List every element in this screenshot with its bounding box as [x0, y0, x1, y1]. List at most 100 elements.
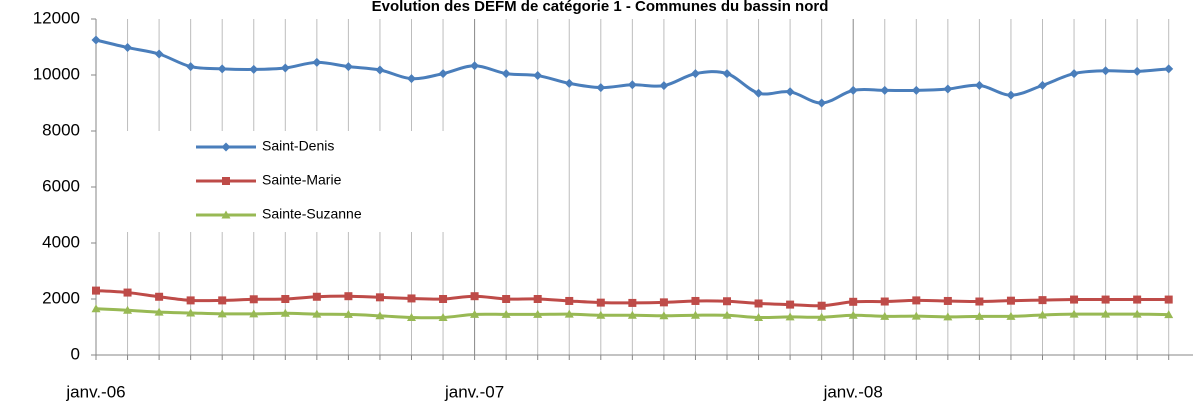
marker — [312, 292, 321, 301]
marker — [312, 309, 322, 318]
x-tick-label: janv.-07 — [444, 382, 504, 401]
y-tick-label: 8000 — [42, 120, 80, 139]
marker — [222, 177, 230, 185]
marker — [911, 311, 921, 320]
y-tick-label: 6000 — [42, 176, 80, 195]
marker — [1069, 309, 1079, 318]
marker — [1038, 296, 1047, 305]
marker — [123, 43, 133, 53]
marker — [1101, 66, 1111, 76]
marker — [470, 61, 480, 71]
marker — [817, 98, 827, 108]
marker — [470, 309, 480, 318]
marker — [785, 312, 795, 321]
marker — [343, 309, 353, 318]
marker — [817, 301, 826, 310]
marker — [659, 298, 668, 307]
marker — [754, 299, 763, 308]
marker — [533, 295, 542, 303]
marker — [280, 63, 290, 73]
marker — [312, 57, 322, 67]
marker — [92, 286, 100, 295]
marker — [281, 295, 290, 303]
marker — [596, 298, 605, 307]
marker — [880, 297, 889, 306]
marker — [911, 85, 921, 95]
marker — [501, 309, 511, 318]
marker — [375, 65, 385, 75]
marker — [186, 308, 196, 317]
marker — [754, 312, 764, 321]
marker — [659, 81, 669, 91]
marker — [723, 297, 731, 306]
marker — [533, 309, 543, 318]
marker — [154, 307, 164, 316]
marker — [123, 288, 132, 297]
marker — [407, 74, 416, 84]
marker — [407, 294, 416, 303]
marker — [344, 292, 353, 301]
marker — [154, 49, 164, 59]
marker — [596, 310, 606, 319]
marker — [533, 71, 543, 81]
marker — [722, 69, 732, 79]
marker — [249, 64, 259, 74]
legend-box — [104, 131, 470, 232]
marker — [343, 62, 353, 72]
marker — [407, 312, 416, 321]
marker — [943, 312, 953, 321]
marker — [438, 312, 448, 321]
marker — [880, 311, 890, 320]
marker — [217, 309, 227, 318]
marker — [375, 311, 385, 320]
marker — [1101, 309, 1111, 318]
x-tick-label: janv.-08 — [823, 382, 883, 401]
marker — [1164, 310, 1174, 319]
marker — [974, 311, 984, 320]
marker — [848, 310, 858, 319]
marker — [1164, 295, 1173, 304]
marker — [627, 310, 637, 319]
marker — [249, 309, 259, 318]
marker — [690, 310, 700, 319]
marker — [375, 293, 384, 302]
legend-label: Sainte-Suzanne — [262, 206, 362, 222]
marker — [849, 297, 858, 306]
y-tick-label: 2000 — [42, 288, 80, 307]
marker — [1164, 64, 1174, 74]
marker — [565, 296, 574, 305]
marker — [91, 35, 101, 45]
marker — [1069, 69, 1079, 79]
marker — [470, 292, 479, 301]
marker — [439, 295, 448, 303]
y-tick-label: 0 — [71, 344, 80, 363]
marker — [1006, 296, 1015, 305]
marker — [438, 69, 448, 79]
marker — [912, 296, 921, 305]
marker — [1070, 295, 1079, 304]
marker — [564, 309, 574, 318]
marker — [249, 295, 258, 304]
marker — [691, 296, 700, 305]
marker — [722, 310, 732, 319]
marker — [280, 308, 290, 317]
marker — [627, 80, 637, 90]
marker — [1132, 66, 1142, 76]
legend-label: Sainte-Marie — [262, 172, 342, 188]
marker — [690, 69, 700, 79]
x-tick-label: janv.-06 — [65, 382, 125, 401]
marker — [217, 64, 227, 74]
marker — [218, 296, 227, 305]
marker — [221, 142, 231, 152]
chart-title: Evolution des DEFM de catégorie 1 - Comm… — [372, 0, 829, 15]
marker — [785, 87, 795, 97]
marker — [1038, 80, 1047, 90]
marker — [943, 296, 952, 305]
marker — [155, 292, 164, 301]
legend: Saint-Denis Sainte-Marie Sainte-Suzanne — [104, 131, 470, 232]
marker — [1006, 90, 1016, 100]
marker — [1006, 311, 1016, 320]
marker — [786, 300, 795, 309]
marker — [880, 85, 890, 95]
